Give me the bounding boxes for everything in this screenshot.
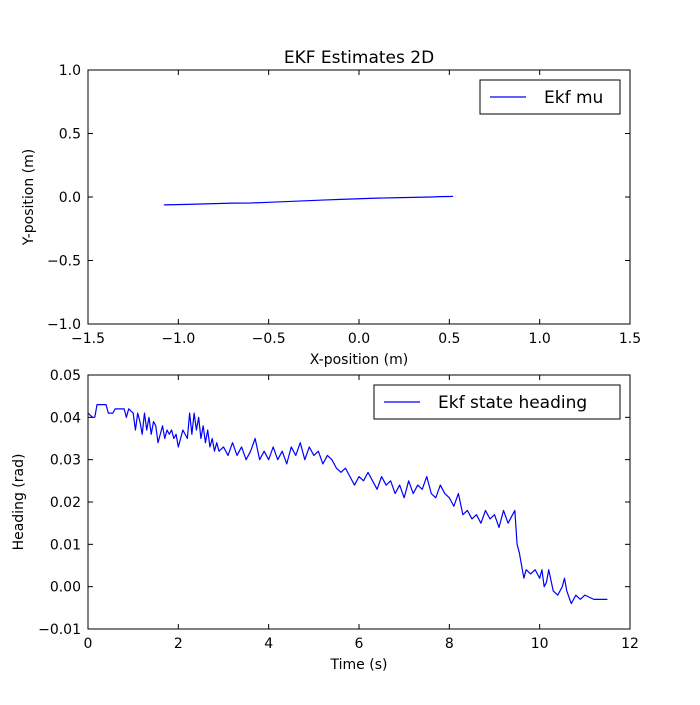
y-tick-label: 0.04 bbox=[50, 410, 81, 426]
x-tick-label: 1.0 bbox=[529, 331, 551, 347]
chart-title: EKF Estimates 2D bbox=[284, 48, 434, 68]
legend-label: Ekf state heading bbox=[438, 393, 587, 413]
x-tick-label: 12 bbox=[621, 636, 639, 652]
y-tick-label: 0.02 bbox=[50, 495, 81, 511]
y-axis-label: Y-position (m) bbox=[21, 149, 37, 246]
y-tick-label: −0.5 bbox=[47, 254, 81, 270]
x-tick-label: 0.0 bbox=[348, 331, 370, 347]
x-tick-label: 4 bbox=[264, 636, 273, 652]
series-line-ekf-state-heading bbox=[87, 404, 608, 605]
x-tick-label: −0.5 bbox=[252, 331, 286, 347]
y-tick-label: 0.00 bbox=[50, 580, 81, 596]
x-axis-label: Time (s) bbox=[330, 657, 388, 673]
y-tick-label: 0.5 bbox=[59, 127, 81, 143]
y-tick-label: 0.03 bbox=[50, 453, 81, 469]
y-tick-label: −0.01 bbox=[38, 622, 81, 638]
x-tick-label: −1.0 bbox=[161, 331, 195, 347]
x-tick-label: 6 bbox=[355, 636, 364, 652]
x-tick-label: −1.5 bbox=[71, 331, 105, 347]
series-line-ekf-mu bbox=[163, 195, 453, 206]
y-tick-label: 0.05 bbox=[50, 368, 81, 384]
x-tick-label: 0.5 bbox=[438, 331, 460, 347]
x-tick-label: 8 bbox=[445, 636, 454, 652]
x-tick-label: 10 bbox=[531, 636, 549, 652]
y-tick-label: −1.0 bbox=[47, 317, 81, 333]
x-tick-label: 1.5 bbox=[619, 331, 641, 347]
y-tick-label: 0.0 bbox=[59, 190, 81, 206]
legend-label: Ekf mu bbox=[544, 88, 603, 108]
y-tick-label: 0.01 bbox=[50, 537, 81, 553]
x-axis-label: X-position (m) bbox=[310, 352, 408, 368]
x-tick-label: 2 bbox=[174, 636, 183, 652]
chart-ekf-2d: −1.5 −1.0 −0.5 0.0 0.5 1.0 1.5−1.0−0.50.00.51.… bbox=[21, 48, 641, 368]
y-axis-label: Heading (rad) bbox=[11, 454, 27, 551]
chart-heading: 0 2 4 6 8 10 12 −0.01 0.00 0.01 0.02 0.03 0.04 0.05 Ti… bbox=[11, 368, 639, 673]
x-tick-label: 0 bbox=[84, 636, 93, 652]
y-tick-label: 1.0 bbox=[59, 63, 81, 79]
